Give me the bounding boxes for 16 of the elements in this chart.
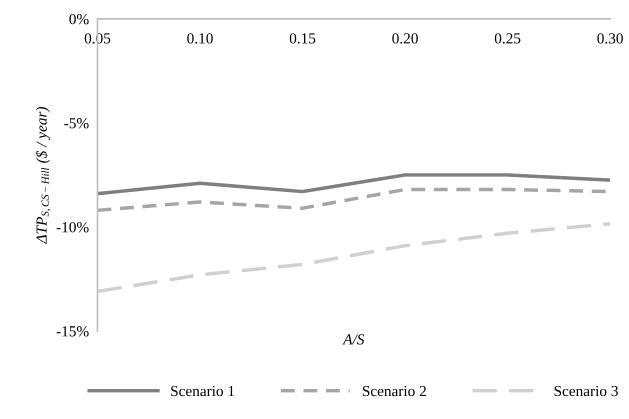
y-tick-label: -5%	[64, 118, 89, 128]
y-tick-label: -10%	[56, 222, 89, 232]
x-axis-title: A/S	[342, 334, 364, 345]
x-tick-label: 0.25	[494, 33, 520, 44]
y-tick-label: -15%	[56, 326, 89, 337]
x-tick-label: 0.15	[290, 33, 316, 44]
x-tick-label: 0.10	[187, 33, 213, 44]
line-series	[97, 173, 610, 196]
legend-label: Scenario 2	[362, 386, 426, 396]
y-tick-label: 0%	[69, 14, 89, 24]
x-tick-label: 0.30	[597, 33, 623, 44]
y-axis-title: ΔTP$_{S,CS−Hill}$ ($ / year)	[36, 107, 50, 244]
x-tick-label: 0.20	[392, 33, 418, 44]
line-series	[97, 222, 610, 294]
legend-label: Scenario 1	[171, 386, 234, 396]
legend-label: Scenario 3	[554, 386, 618, 396]
